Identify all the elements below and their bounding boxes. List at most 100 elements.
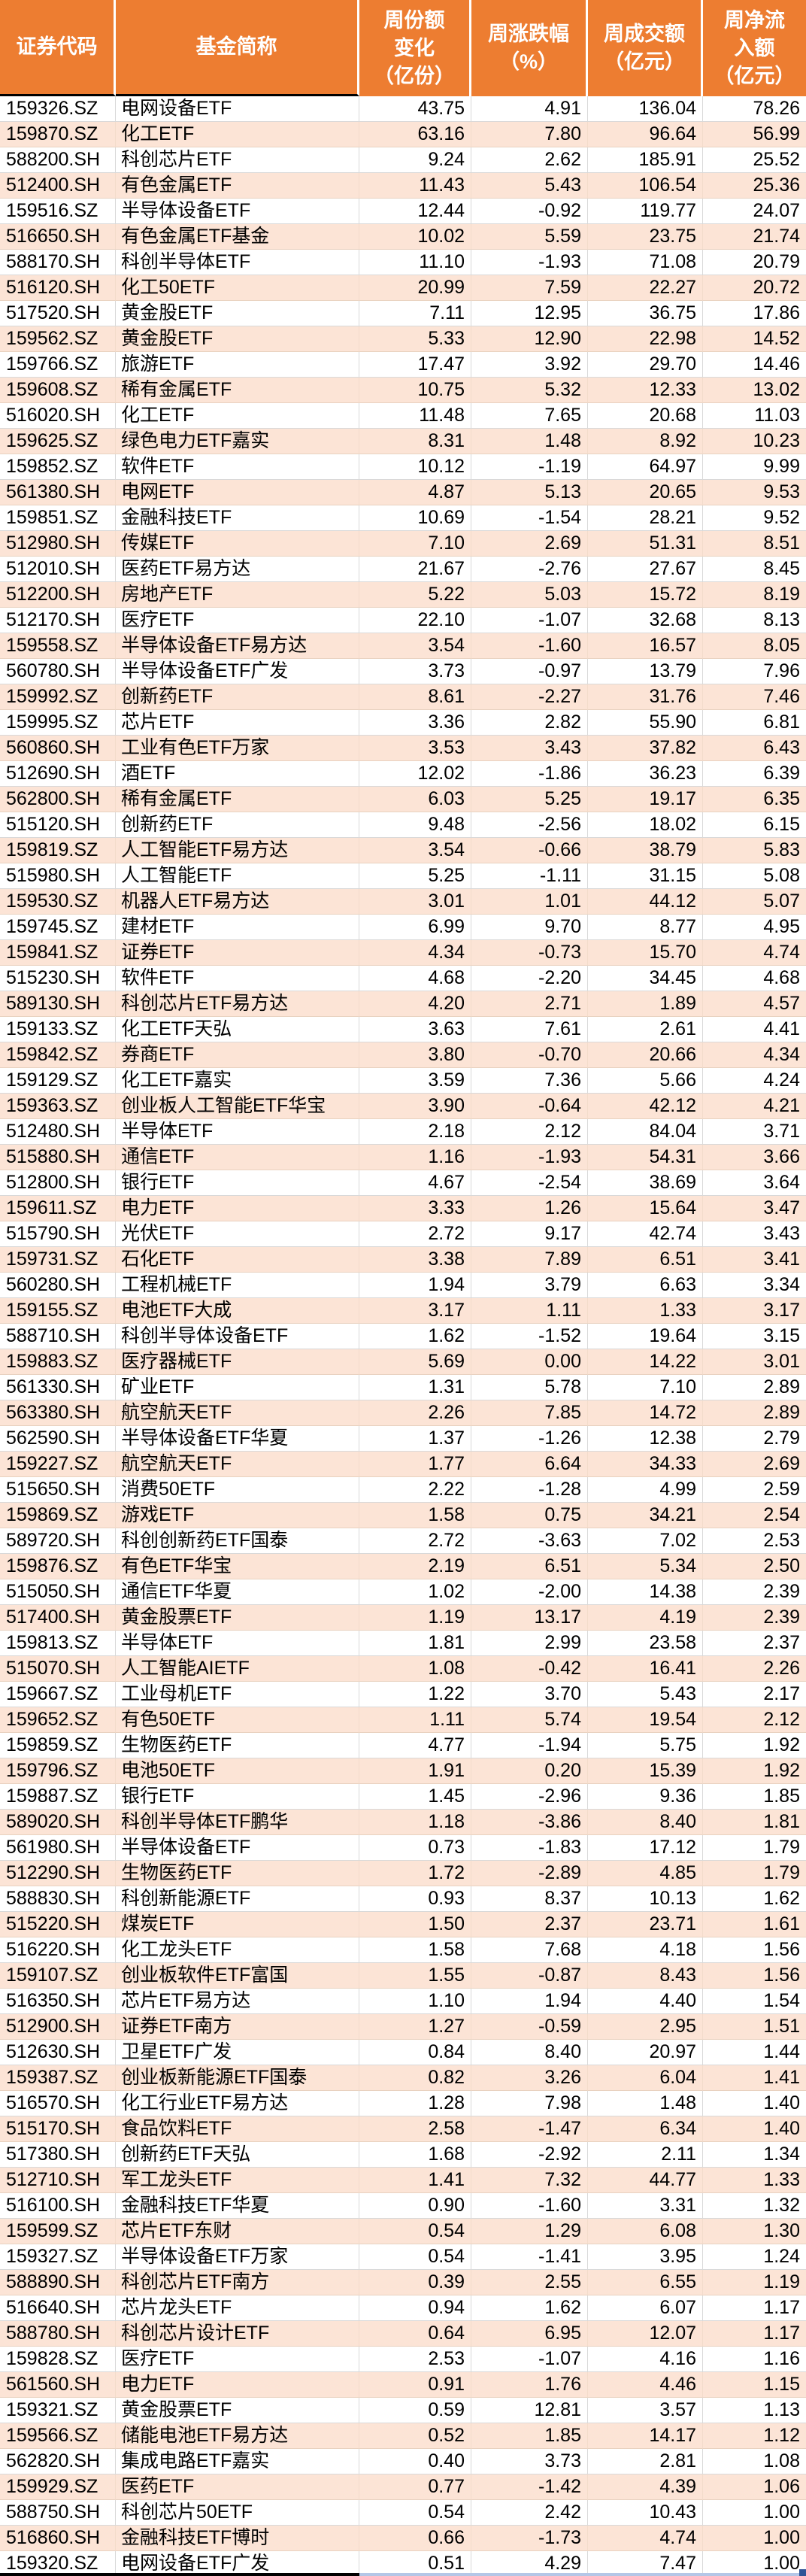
fund-name-cell[interactable]: 芯片ETF <box>116 710 359 736</box>
pct-change-cell[interactable]: -1.73 <box>471 2526 588 2551</box>
pct-change-cell[interactable]: 12.95 <box>471 301 588 326</box>
code-cell[interactable]: 517400.SH <box>0 1605 116 1631</box>
code-cell[interactable]: 588830.SH <box>0 1886 116 1912</box>
pct-change-cell[interactable]: 7.59 <box>471 275 588 301</box>
fund-name-cell[interactable]: 矿业ETF <box>116 1375 359 1400</box>
pct-change-cell[interactable]: -3.63 <box>471 1528 588 1554</box>
net-inflow-cell[interactable]: 10.23 <box>703 429 806 454</box>
code-cell[interactable]: 159876.SZ <box>0 1554 116 1579</box>
share-change-cell[interactable]: 8.31 <box>359 429 471 454</box>
net-inflow-cell[interactable]: 2.12 <box>703 1707 806 1733</box>
pct-change-cell[interactable]: 7.80 <box>471 122 588 147</box>
code-cell[interactable]: 159887.SZ <box>0 1784 116 1810</box>
turnover-cell[interactable]: 6.63 <box>588 1273 703 1298</box>
turnover-cell[interactable]: 84.04 <box>588 1119 703 1145</box>
fund-name-cell[interactable]: 创新药ETF <box>116 812 359 838</box>
net-inflow-cell[interactable]: 8.05 <box>703 633 806 659</box>
share-change-cell[interactable]: 10.69 <box>359 505 471 531</box>
code-cell[interactable]: 159321.SZ <box>0 2398 116 2423</box>
fund-name-cell[interactable]: 化工行业ETF易方达 <box>116 2091 359 2116</box>
code-cell[interactable]: 159155.SZ <box>0 1298 116 1324</box>
share-change-cell[interactable]: 0.59 <box>359 2398 471 2423</box>
code-cell[interactable]: 588170.SH <box>0 250 116 275</box>
share-change-cell[interactable]: 3.17 <box>359 1298 471 1324</box>
turnover-cell[interactable]: 12.33 <box>588 378 703 403</box>
turnover-cell[interactable]: 14.17 <box>588 2423 703 2449</box>
turnover-cell[interactable]: 23.71 <box>588 1912 703 1937</box>
net-inflow-cell[interactable]: 4.21 <box>703 1094 806 1119</box>
fill-handle[interactable] <box>799 2569 806 2576</box>
code-cell[interactable]: 159745.SZ <box>0 915 116 940</box>
code-cell[interactable]: 515650.SH <box>0 1477 116 1503</box>
pct-change-cell[interactable]: -1.93 <box>471 1145 588 1170</box>
turnover-cell[interactable]: 31.15 <box>588 863 703 889</box>
code-cell[interactable]: 512710.SH <box>0 2168 116 2193</box>
pct-change-cell[interactable]: 6.51 <box>471 1554 588 1579</box>
pct-change-cell[interactable]: -0.97 <box>471 659 588 684</box>
share-change-cell[interactable]: 0.91 <box>359 2372 471 2398</box>
turnover-cell[interactable]: 10.13 <box>588 1886 703 1912</box>
net-inflow-cell[interactable]: 1.81 <box>703 1810 806 1835</box>
share-change-cell[interactable]: 43.75 <box>359 96 471 122</box>
turnover-cell[interactable]: 14.72 <box>588 1400 703 1426</box>
turnover-cell[interactable]: 29.70 <box>588 352 703 378</box>
net-inflow-cell[interactable]: 1.00 <box>703 2551 806 2576</box>
turnover-cell[interactable]: 20.68 <box>588 403 703 429</box>
turnover-cell[interactable]: 4.46 <box>588 2372 703 2398</box>
pct-change-cell[interactable]: -1.41 <box>471 2244 588 2270</box>
net-inflow-cell[interactable]: 1.15 <box>703 2372 806 2398</box>
share-change-cell[interactable]: 2.26 <box>359 1400 471 1426</box>
fund-name-cell[interactable]: 电网设备ETF <box>116 96 359 122</box>
code-cell[interactable]: 159608.SZ <box>0 378 116 403</box>
fund-name-cell[interactable]: 机器人ETF易方达 <box>116 889 359 915</box>
share-change-cell[interactable]: 0.52 <box>359 2423 471 2449</box>
turnover-cell[interactable]: 36.23 <box>588 761 703 787</box>
turnover-cell[interactable]: 1.48 <box>588 2091 703 2116</box>
net-inflow-cell[interactable]: 6.39 <box>703 761 806 787</box>
share-change-cell[interactable]: 1.18 <box>359 1810 471 1835</box>
pct-change-cell[interactable]: -2.00 <box>471 1579 588 1605</box>
share-change-cell[interactable]: 4.77 <box>359 1733 471 1758</box>
share-change-cell[interactable]: 10.12 <box>359 454 471 480</box>
turnover-cell[interactable]: 3.31 <box>588 2193 703 2219</box>
code-cell[interactable]: 512170.SH <box>0 608 116 633</box>
fund-name-cell[interactable]: 科创新能源ETF <box>116 1886 359 1912</box>
pct-change-cell[interactable]: -1.19 <box>471 454 588 480</box>
net-inflow-cell[interactable]: 8.51 <box>703 531 806 557</box>
turnover-cell[interactable]: 9.36 <box>588 1784 703 1810</box>
net-inflow-cell[interactable]: 2.89 <box>703 1400 806 1426</box>
pct-change-cell[interactable]: 5.13 <box>471 480 588 505</box>
turnover-cell[interactable]: 15.70 <box>588 940 703 966</box>
fund-name-cell[interactable]: 半导体设备ETF易方达 <box>116 633 359 659</box>
fund-name-cell[interactable]: 证券ETF南方 <box>116 2014 359 2040</box>
fund-name-cell[interactable]: 航空航天ETF <box>116 1452 359 1477</box>
pct-change-cell[interactable]: -1.60 <box>471 2193 588 2219</box>
share-change-cell[interactable]: 0.94 <box>359 2295 471 2321</box>
fund-name-cell[interactable]: 创新药ETF天弘 <box>116 2142 359 2168</box>
pct-change-cell[interactable]: -0.42 <box>471 1656 588 1682</box>
code-cell[interactable]: 159566.SZ <box>0 2423 116 2449</box>
net-inflow-cell[interactable]: 1.40 <box>703 2116 806 2142</box>
code-cell[interactable]: 515980.SH <box>0 863 116 889</box>
fund-name-cell[interactable]: 创业板新能源ETF国泰 <box>116 2065 359 2091</box>
share-change-cell[interactable]: 1.19 <box>359 1605 471 1631</box>
share-change-cell[interactable]: 1.16 <box>359 1145 471 1170</box>
fund-name-cell[interactable]: 半导体设备ETF万家 <box>116 2244 359 2270</box>
fund-name-cell[interactable]: 化工ETF天弘 <box>116 1017 359 1042</box>
share-change-cell[interactable]: 1.31 <box>359 1375 471 1400</box>
fund-name-cell[interactable]: 黄金股ETF <box>116 301 359 326</box>
fund-name-cell[interactable]: 酒ETF <box>116 761 359 787</box>
fund-name-cell[interactable]: 有色金属ETF基金 <box>116 224 359 250</box>
code-cell[interactable]: 159363.SZ <box>0 1094 116 1119</box>
code-cell[interactable]: 516100.SH <box>0 2193 116 2219</box>
code-cell[interactable]: 588750.SH <box>0 2500 116 2526</box>
pct-change-cell[interactable]: 5.78 <box>471 1375 588 1400</box>
share-change-cell[interactable]: 0.39 <box>359 2270 471 2295</box>
net-inflow-cell[interactable]: 5.83 <box>703 838 806 863</box>
share-change-cell[interactable]: 11.43 <box>359 173 471 199</box>
fund-name-cell[interactable]: 医药ETF <box>116 2474 359 2500</box>
column-header-share-change[interactable]: 周份额 变化 （亿份） <box>359 0 471 96</box>
fund-name-cell[interactable]: 人工智能AIETF <box>116 1656 359 1682</box>
turnover-cell[interactable]: 2.95 <box>588 2014 703 2040</box>
net-inflow-cell[interactable]: 2.50 <box>703 1554 806 1579</box>
